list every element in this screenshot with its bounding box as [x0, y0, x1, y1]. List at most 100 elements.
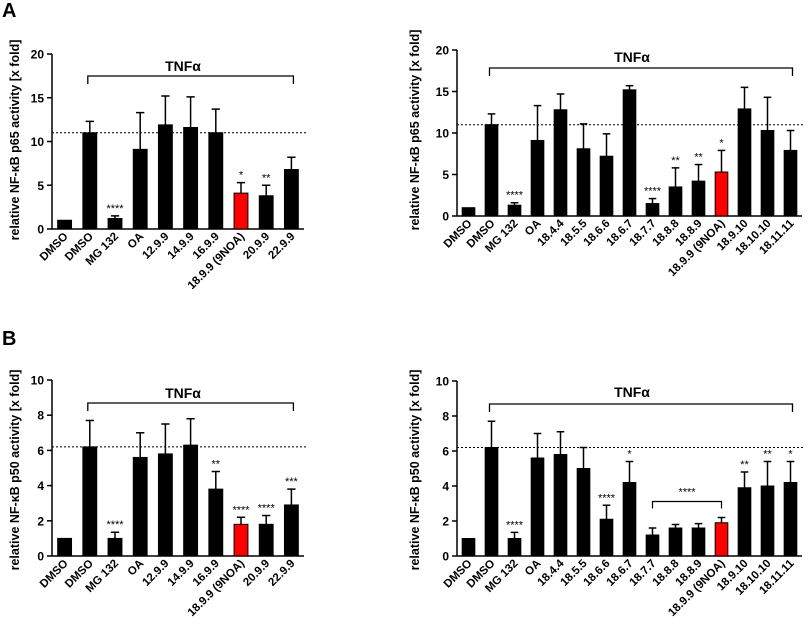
bar — [107, 537, 123, 557]
bar — [484, 124, 499, 217]
x-tick-label: 14.9.9 — [166, 231, 197, 262]
x-tick-label: 14.9.9 — [166, 558, 197, 589]
y-tick-label: 0 — [37, 223, 44, 237]
bar — [132, 148, 148, 230]
bar — [668, 186, 683, 217]
bar — [258, 523, 274, 557]
y-tick-label: 6 — [442, 445, 449, 459]
significance-marker: * — [788, 449, 793, 461]
y-tick-label: 6 — [37, 444, 44, 458]
y-tick-label: 15 — [436, 85, 450, 99]
treatment-bracket — [488, 67, 794, 76]
bar — [461, 207, 476, 217]
y-tick-label: 20 — [436, 44, 450, 58]
bar — [645, 203, 660, 217]
y-tick-label: 10 — [436, 127, 450, 141]
y-tick-label: 0 — [442, 210, 449, 224]
group-bracket-label: **** — [678, 487, 696, 499]
y-tick-label: 4 — [442, 480, 449, 494]
significance-marker: ** — [740, 459, 749, 471]
significance-marker: **** — [506, 519, 524, 531]
y-tick-label: 8 — [442, 410, 449, 424]
bar — [132, 456, 148, 557]
bar — [57, 537, 73, 557]
significance-marker: * — [239, 170, 244, 182]
x-tick-label: OA — [126, 558, 147, 579]
treatment-label: TNFα — [165, 385, 201, 401]
x-tick-label: 20.9.9 — [241, 231, 272, 262]
bar — [691, 180, 706, 217]
y-tick-label: 15 — [31, 91, 45, 105]
bar — [82, 446, 98, 557]
bar — [622, 482, 637, 557]
bar — [622, 89, 637, 217]
bar — [208, 132, 224, 230]
x-tick-label: 12.9.9 — [140, 558, 171, 589]
y-axis-label: relative NF-κB p65 activity [x fold] — [8, 40, 22, 241]
panel-label-a: A — [2, 0, 17, 22]
significance-marker: ** — [262, 172, 271, 184]
bar — [107, 218, 123, 230]
significance-marker: **** — [598, 492, 616, 504]
group-bracket — [651, 500, 723, 509]
x-tick-label: 22.9.9 — [266, 558, 297, 589]
bar — [576, 468, 591, 557]
bar — [183, 127, 199, 230]
significance-marker: ** — [694, 152, 703, 164]
significance-marker: * — [627, 449, 632, 461]
bar — [507, 204, 522, 217]
y-tick-label: 10 — [31, 135, 45, 149]
y-axis-label: relative NF-κB p50 activity [x fold] — [408, 370, 422, 571]
bar — [157, 453, 173, 557]
y-axis-label: relative NF-κB p50 activity [x fold] — [8, 370, 22, 571]
bar — [599, 518, 614, 557]
x-tick-label: 12.9.9 — [140, 231, 171, 262]
bar — [283, 169, 299, 230]
significance-marker: ** — [212, 459, 221, 471]
significance-marker: **** — [506, 190, 524, 202]
bar — [783, 482, 798, 557]
bar — [208, 488, 224, 557]
significance-marker: ** — [671, 155, 680, 167]
bar — [183, 444, 199, 557]
bar — [553, 109, 568, 217]
treatment-bracket — [488, 403, 794, 412]
y-tick-label: 2 — [442, 515, 449, 529]
bar — [737, 487, 752, 557]
bar — [484, 447, 499, 557]
bar — [783, 149, 798, 217]
bar — [530, 457, 545, 557]
significance-marker: * — [719, 137, 724, 149]
y-tick-label: 0 — [442, 550, 449, 564]
y-tick-label: 5 — [37, 179, 44, 193]
significance-marker: **** — [232, 504, 250, 516]
chart-b-right: relative NF-κB p50 activity [x fold] 0 2 4 6… — [408, 370, 804, 619]
bar — [233, 523, 249, 557]
y-tick-label: 2 — [37, 514, 44, 528]
bar — [760, 485, 775, 557]
treatment-label: TNFα — [614, 384, 650, 400]
y-tick-label: 5 — [442, 168, 449, 182]
significance-marker: **** — [106, 519, 124, 531]
bar — [576, 148, 591, 217]
x-tick-label: OA — [126, 231, 147, 252]
significance-marker: *** — [285, 476, 299, 488]
bar — [461, 538, 476, 557]
y-tick-label: 10 — [31, 374, 45, 388]
bar — [57, 219, 73, 230]
bar — [714, 522, 729, 557]
chart-b-left: relative NF-κB p50 activity [x fold] 0 2 4 6… — [8, 370, 306, 619]
y-tick-label: 8 — [37, 409, 44, 423]
bar — [760, 130, 775, 217]
treatment-label: TNFα — [165, 58, 201, 74]
y-tick-label: 10 — [436, 375, 450, 389]
panel-label-b: B — [2, 328, 17, 350]
treatment-bracket — [87, 75, 295, 84]
bar — [507, 538, 522, 557]
x-tick-label: 20.9.9 — [241, 558, 272, 589]
y-tick-label: 4 — [37, 479, 44, 493]
bar — [553, 454, 568, 557]
bar — [530, 139, 545, 217]
treatment-label: TNFα — [614, 49, 650, 65]
treatment-bracket — [87, 402, 295, 411]
